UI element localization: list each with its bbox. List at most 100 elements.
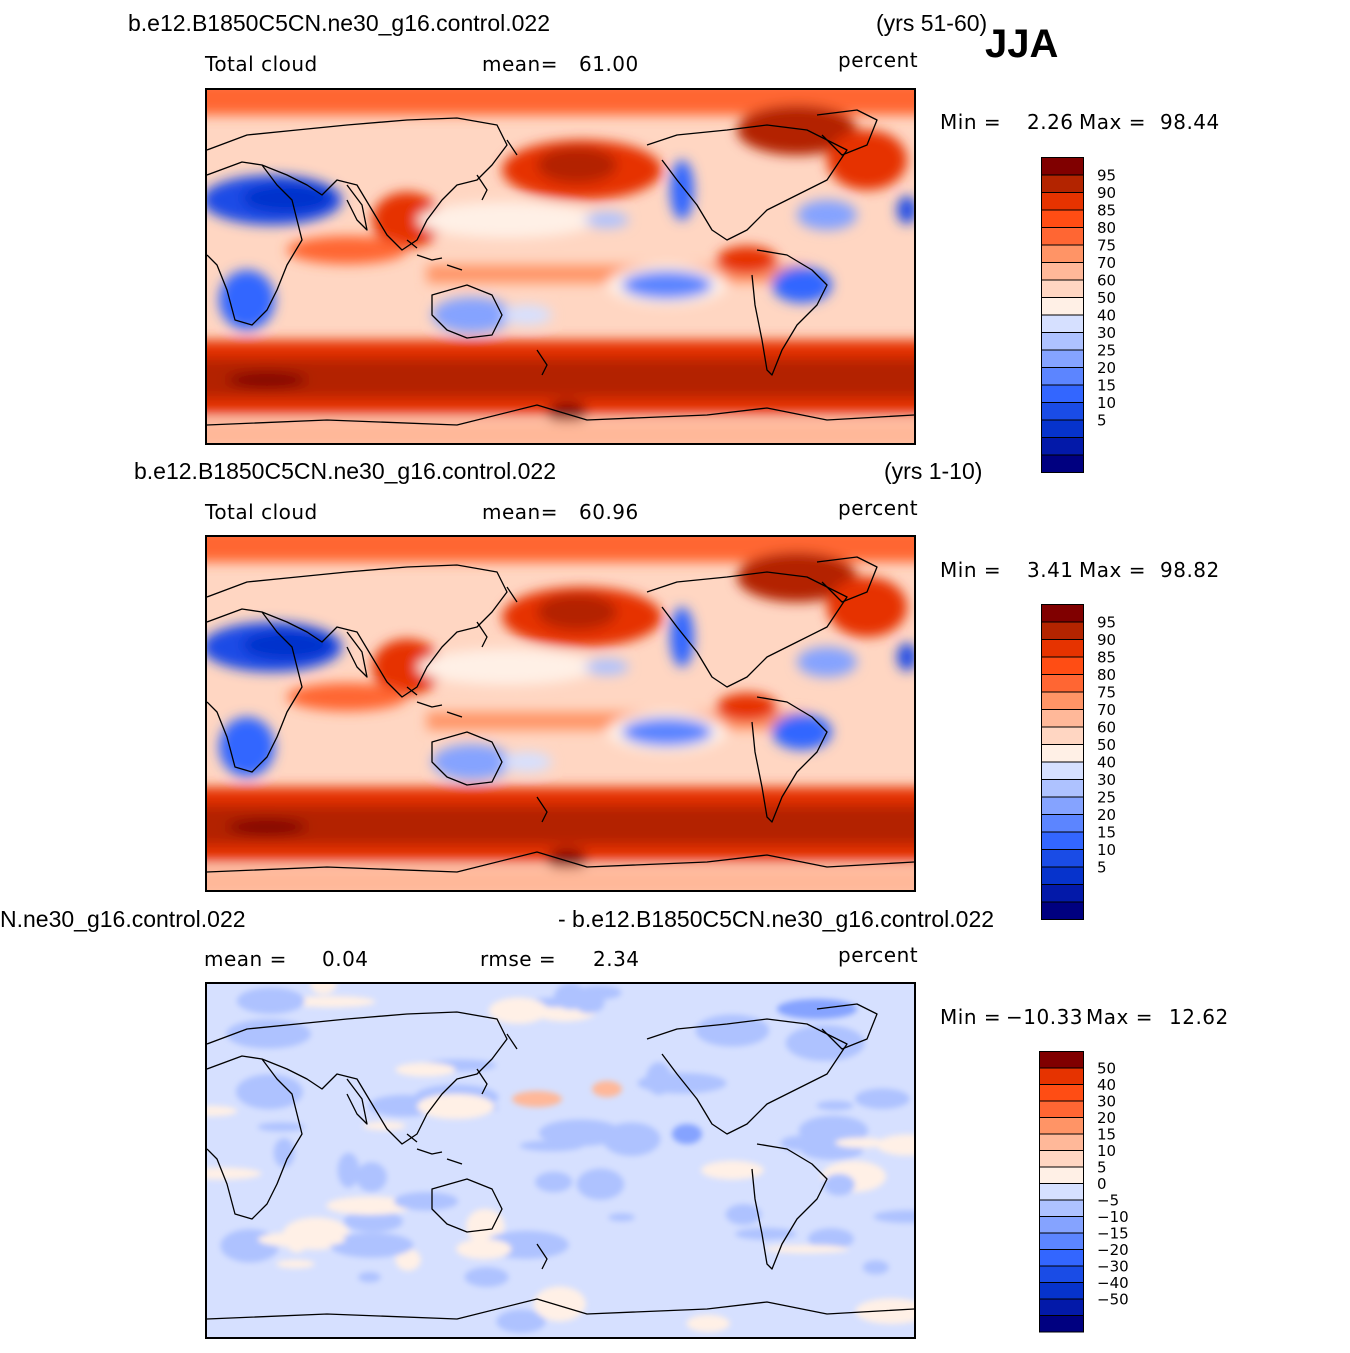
colorbar: 95 90 85 80 75 70 60 50 40 30 25 20 15 10 5 bbox=[1041, 157, 1141, 474]
mean-label: mean= bbox=[482, 52, 558, 76]
years-label: (yrs 1-10) bbox=[884, 458, 983, 484]
colorbar-label: 60 bbox=[1097, 719, 1116, 737]
field-region bbox=[417, 1093, 495, 1120]
field-region bbox=[573, 991, 605, 1014]
colorbar-label: 0 bbox=[1097, 1175, 1107, 1193]
colorbar-swatch bbox=[1039, 1051, 1084, 1069]
colorbar-label: 50 bbox=[1097, 1060, 1116, 1078]
field-region bbox=[622, 271, 712, 299]
colorbar-swatch bbox=[1041, 779, 1084, 798]
field-region bbox=[207, 1105, 238, 1117]
colorbar-swatch bbox=[1041, 244, 1084, 263]
field-region bbox=[417, 202, 597, 238]
coastline bbox=[446, 264, 463, 271]
field-region bbox=[287, 683, 407, 711]
colorbar-label: 30 bbox=[1097, 1093, 1116, 1111]
case-name: b.e12.B1850C5CN.ne30_g16.control.022 bbox=[134, 458, 556, 484]
coastline bbox=[816, 1003, 878, 1050]
difference-map bbox=[205, 982, 916, 1339]
coastline bbox=[207, 404, 914, 426]
case-name-right: - b.e12.B1850C5CN.ne30_g16.control.022 bbox=[558, 906, 995, 932]
field-region bbox=[592, 1081, 622, 1097]
coastline bbox=[536, 349, 548, 376]
max-value: 12.62 bbox=[1169, 1005, 1229, 1029]
colorbar-label: 60 bbox=[1097, 272, 1116, 290]
rmse-value: 2.34 bbox=[593, 947, 640, 971]
colorbar-swatch bbox=[1039, 1298, 1084, 1316]
field-region bbox=[576, 1168, 625, 1200]
colorbar-swatch bbox=[1039, 1249, 1084, 1267]
field-region bbox=[207, 805, 914, 845]
field-region bbox=[701, 1160, 764, 1180]
field-region bbox=[717, 693, 777, 721]
field-region bbox=[329, 1232, 414, 1258]
coastline bbox=[416, 701, 443, 708]
field-region bbox=[862, 1260, 889, 1275]
field-region bbox=[538, 1119, 622, 1147]
coastline bbox=[207, 161, 303, 326]
field-region bbox=[537, 147, 617, 183]
field-region bbox=[310, 984, 337, 994]
colorbar-label: 80 bbox=[1097, 219, 1116, 237]
colorbar-swatch bbox=[1041, 192, 1084, 211]
max-label: Max = bbox=[1079, 558, 1146, 582]
coastline bbox=[646, 124, 848, 241]
field-region bbox=[547, 402, 587, 422]
mean-label: mean= bbox=[482, 500, 558, 524]
field-region bbox=[537, 594, 617, 630]
cloud-map bbox=[205, 88, 916, 445]
colorbar-label: 5 bbox=[1097, 412, 1107, 430]
colorbar-swatch bbox=[1041, 674, 1084, 693]
field-region bbox=[356, 1162, 387, 1192]
min-label: Min = bbox=[940, 110, 1002, 134]
field-region bbox=[695, 1014, 770, 1047]
coastline bbox=[646, 571, 848, 688]
field-region bbox=[646, 1062, 672, 1095]
coastline bbox=[476, 621, 488, 648]
colorbar-label: 15 bbox=[1097, 1126, 1116, 1144]
colorbar-swatch bbox=[1041, 227, 1084, 246]
units-label: percent bbox=[838, 48, 919, 72]
years-label: (yrs 51-60) bbox=[876, 10, 988, 36]
field-region bbox=[672, 1124, 702, 1144]
field-region bbox=[276, 1259, 315, 1269]
field-region bbox=[797, 647, 857, 677]
colorbar-swatch bbox=[1041, 314, 1084, 333]
coastline bbox=[506, 1033, 518, 1050]
field-region bbox=[873, 1210, 914, 1223]
colorbar-swatch bbox=[1041, 901, 1084, 920]
colorbar-label: 80 bbox=[1097, 666, 1116, 684]
coastline bbox=[751, 696, 828, 823]
colorbar-label: 85 bbox=[1097, 202, 1116, 220]
colorbar-label: 10 bbox=[1097, 394, 1116, 412]
min-label: Min = bbox=[940, 1005, 1002, 1029]
season-title: JJA bbox=[985, 22, 1059, 66]
colorbar-label: 15 bbox=[1097, 377, 1116, 395]
field-region bbox=[362, 1121, 406, 1131]
colorbar-swatch bbox=[1041, 761, 1084, 780]
colorbar-label: 85 bbox=[1097, 649, 1116, 667]
colorbar-swatch bbox=[1041, 174, 1084, 193]
min-value: −10.33 bbox=[1006, 1005, 1084, 1029]
field-region bbox=[854, 1088, 910, 1109]
colorbar-label: 70 bbox=[1097, 701, 1116, 719]
coastline bbox=[476, 1068, 488, 1095]
coastline bbox=[406, 686, 418, 696]
colorbar-swatch bbox=[1039, 1150, 1084, 1168]
field-region bbox=[207, 867, 914, 890]
field-region bbox=[227, 372, 307, 388]
colorbar-swatch bbox=[1039, 1265, 1084, 1283]
min-value: 2.26 bbox=[1027, 110, 1074, 134]
colorbar-label: 15 bbox=[1097, 824, 1116, 842]
field-region bbox=[207, 1167, 262, 1180]
colorbar-swatch bbox=[1041, 279, 1084, 298]
field-region bbox=[737, 105, 857, 155]
field-region bbox=[519, 1140, 584, 1152]
coastline bbox=[536, 796, 548, 823]
field-region bbox=[585, 659, 629, 675]
coastline bbox=[416, 254, 443, 261]
coastline bbox=[446, 711, 463, 718]
colorbar-swatch bbox=[1041, 209, 1084, 228]
field-region bbox=[257, 1231, 346, 1248]
coastline bbox=[207, 564, 508, 698]
